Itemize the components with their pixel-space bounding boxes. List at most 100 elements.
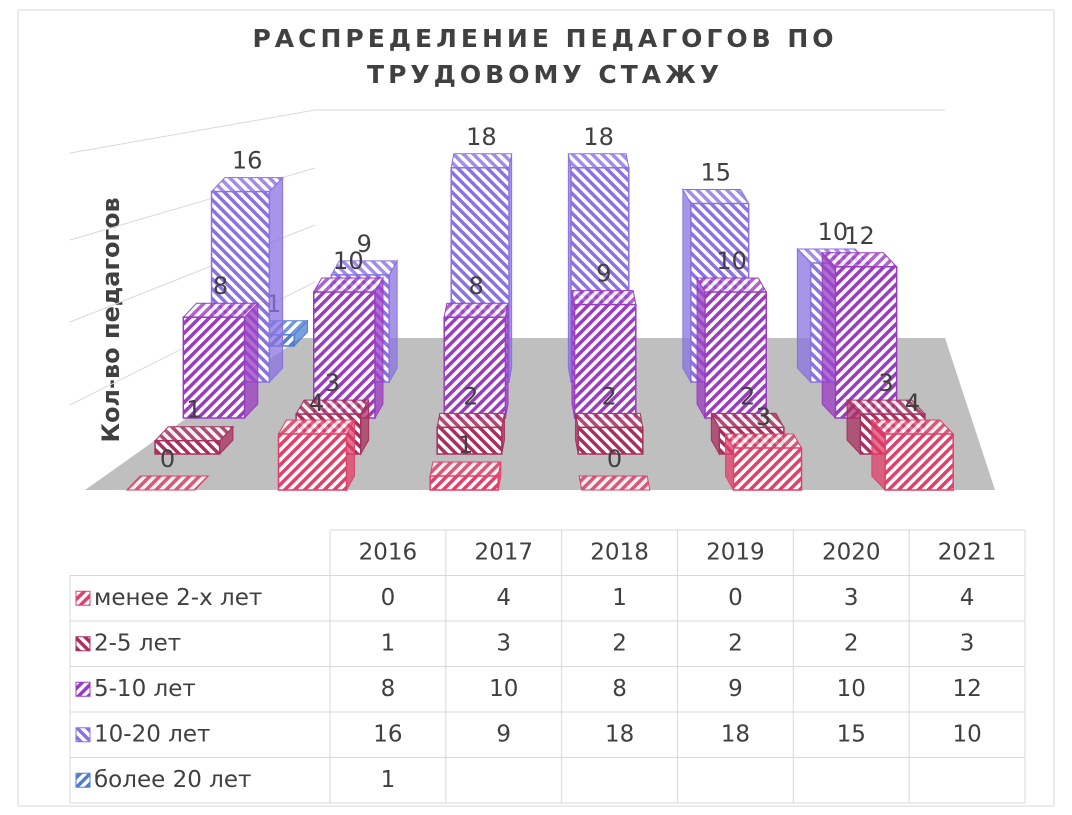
legend-label: менее 2-х лет bbox=[94, 585, 262, 611]
bar-top bbox=[436, 412, 506, 428]
value-label: 2 bbox=[602, 382, 617, 410]
bar-front bbox=[182, 316, 246, 419]
chart-title: РАСПРЕДЕЛЕНИЕ ПЕДАГОГОВ ПО ТРУДОВОМУ СТАЖ… bbox=[252, 24, 837, 89]
title-line: ТРУДОВОМУ СТАЖУ bbox=[367, 60, 723, 89]
table-value: 1 bbox=[381, 767, 396, 793]
value-label: 3 bbox=[878, 369, 893, 397]
bar-top bbox=[277, 419, 356, 435]
bar-top bbox=[125, 475, 210, 491]
bar-side bbox=[796, 247, 812, 384]
table-value: 8 bbox=[612, 676, 627, 702]
table-value: 1 bbox=[381, 630, 396, 656]
bar bbox=[574, 412, 644, 455]
value-label: 12 bbox=[844, 222, 875, 250]
bar-side bbox=[374, 276, 384, 420]
legend-label: 5-10 лет bbox=[94, 676, 196, 702]
table-value: 10 bbox=[837, 676, 866, 702]
value-label: 4 bbox=[905, 389, 920, 417]
grid-line bbox=[69, 109, 316, 154]
bar-front bbox=[443, 316, 507, 419]
bar-top bbox=[153, 426, 235, 442]
value-label: 18 bbox=[583, 123, 614, 151]
legend-label: 2-5 лет bbox=[94, 630, 181, 656]
table-value: 2 bbox=[844, 630, 859, 656]
bar bbox=[182, 301, 259, 420]
table-value: 8 bbox=[381, 676, 396, 702]
table-value: 3 bbox=[844, 585, 859, 611]
bar-front bbox=[577, 426, 644, 455]
value-label: 1 bbox=[186, 396, 201, 424]
bar-side bbox=[821, 251, 836, 420]
bar bbox=[571, 290, 637, 419]
table-value: 2 bbox=[612, 630, 627, 656]
bar-front bbox=[154, 439, 221, 455]
value-label: 16 bbox=[232, 147, 263, 175]
bar bbox=[153, 425, 235, 456]
bar-side bbox=[268, 176, 284, 384]
bar-side bbox=[388, 259, 398, 384]
value-label: 10 bbox=[333, 247, 364, 275]
bar-front bbox=[573, 303, 637, 419]
table-value: 10 bbox=[489, 676, 518, 702]
bar bbox=[436, 412, 506, 455]
value-label: 18 bbox=[466, 123, 497, 151]
bar bbox=[696, 276, 768, 420]
table-value: 9 bbox=[496, 721, 511, 747]
bar-side bbox=[696, 276, 706, 420]
bar-side bbox=[682, 187, 692, 384]
legend-key bbox=[75, 590, 91, 606]
bar bbox=[578, 475, 651, 491]
x-tick-label: 2019 bbox=[706, 539, 765, 565]
value-label: 3 bbox=[325, 369, 340, 397]
table-value: 12 bbox=[952, 676, 981, 702]
bar-top bbox=[182, 302, 259, 318]
bar-top bbox=[295, 399, 370, 415]
bar-top bbox=[696, 277, 768, 293]
bar-top bbox=[429, 461, 502, 477]
bar-top bbox=[578, 475, 651, 491]
table-value: 18 bbox=[605, 721, 634, 747]
bar bbox=[277, 418, 356, 492]
bars: 116918181510810891012132223041034 bbox=[125, 123, 955, 492]
bar bbox=[821, 251, 898, 420]
table-value: 1 bbox=[612, 585, 627, 611]
bar-top bbox=[567, 153, 630, 169]
x-tick-label: 2018 bbox=[590, 539, 649, 565]
y-axis-label: Кол-во педагогов bbox=[97, 197, 125, 442]
table-value: 4 bbox=[960, 585, 975, 611]
bar-top bbox=[312, 277, 384, 293]
value-label: 9 bbox=[357, 230, 372, 258]
table-value: 3 bbox=[496, 630, 511, 656]
table-value: 0 bbox=[728, 585, 743, 611]
value-label: 1 bbox=[458, 431, 473, 459]
table-value: 3 bbox=[960, 630, 975, 656]
value-label: 3 bbox=[756, 403, 771, 431]
bar-front bbox=[429, 475, 499, 491]
x-tick-label: 2017 bbox=[474, 539, 533, 565]
table-value: 0 bbox=[381, 585, 396, 611]
bar-front bbox=[277, 433, 348, 491]
bar-front bbox=[313, 291, 376, 419]
bar-top bbox=[724, 433, 803, 449]
bar-front bbox=[436, 426, 503, 455]
bar bbox=[870, 418, 955, 492]
x-tick-label: 2021 bbox=[938, 539, 997, 565]
legend-key bbox=[75, 636, 91, 652]
bar-top bbox=[210, 177, 284, 193]
bar bbox=[125, 475, 210, 491]
bar-top bbox=[710, 412, 785, 428]
table-value: 15 bbox=[837, 721, 866, 747]
x-tick-label: 2020 bbox=[822, 539, 881, 565]
title-line: РАСПРЕДЕЛЕНИЕ ПЕДАГОГОВ ПО bbox=[252, 24, 837, 53]
value-label: 15 bbox=[700, 159, 731, 187]
value-label: 2 bbox=[740, 382, 755, 410]
bar bbox=[443, 302, 509, 419]
table-value: 2 bbox=[728, 630, 743, 656]
legend-key bbox=[75, 727, 91, 743]
legend-key bbox=[75, 681, 91, 697]
bar-top bbox=[821, 252, 898, 268]
legend-label: 10-20 лет bbox=[94, 721, 210, 747]
table-value: 18 bbox=[721, 721, 750, 747]
